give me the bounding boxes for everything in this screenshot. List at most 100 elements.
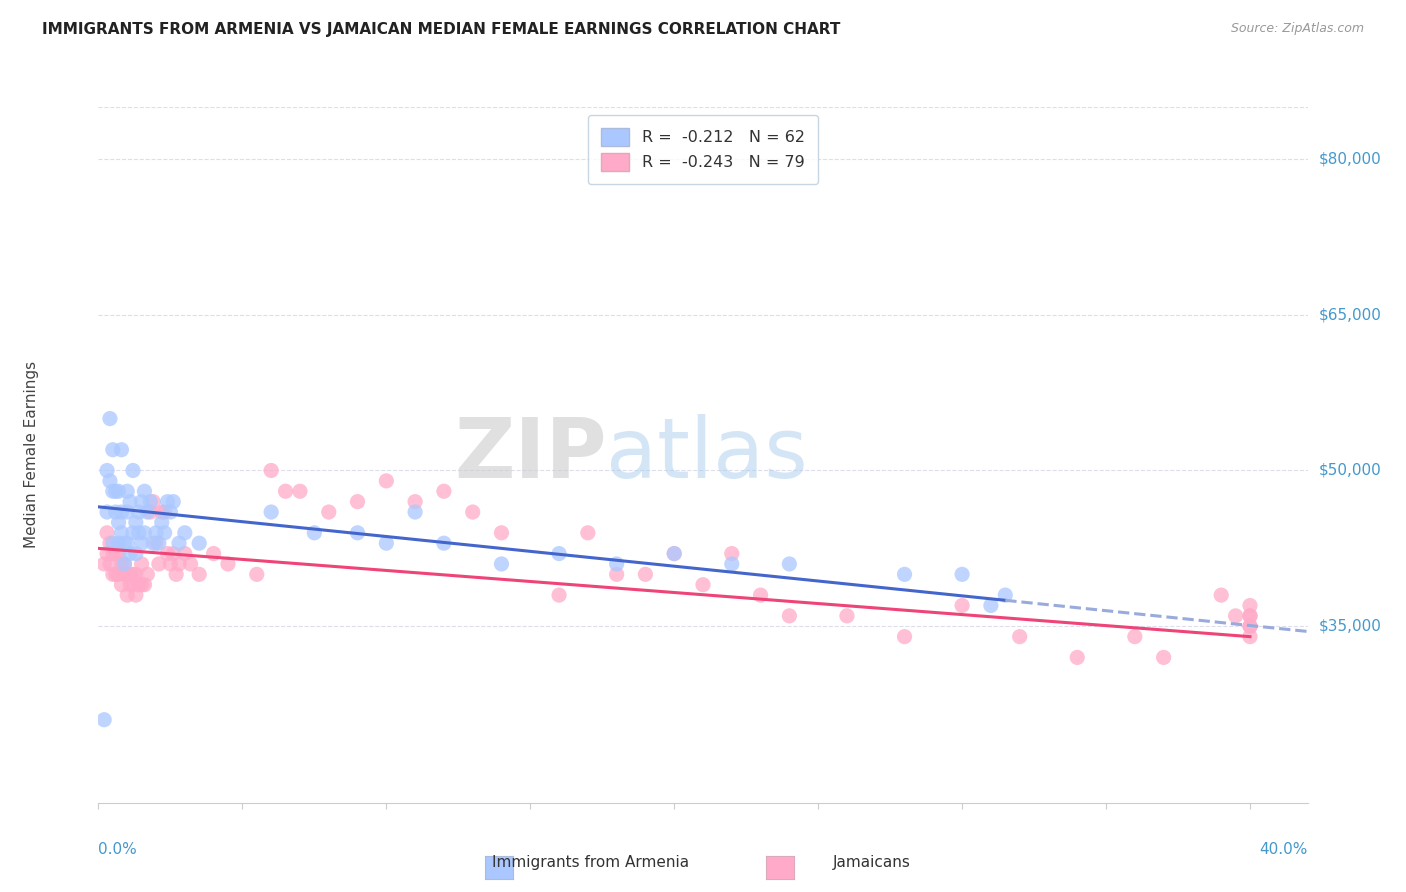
Point xyxy=(950,567,973,582)
Point xyxy=(1239,619,1261,633)
Point xyxy=(159,505,181,519)
Point xyxy=(159,557,181,571)
Point xyxy=(120,567,142,582)
Point xyxy=(112,557,135,571)
Point xyxy=(606,557,628,571)
Point xyxy=(1008,630,1031,644)
Point xyxy=(148,557,170,571)
Point xyxy=(98,474,121,488)
Point xyxy=(115,505,138,519)
Point xyxy=(404,494,426,508)
Point xyxy=(139,494,162,508)
Point xyxy=(107,536,129,550)
Point xyxy=(145,525,167,540)
Text: 40.0%: 40.0% xyxy=(1260,842,1308,856)
Point xyxy=(188,567,211,582)
Point xyxy=(893,630,915,644)
Point xyxy=(162,494,184,508)
Point xyxy=(98,536,121,550)
Point xyxy=(125,516,148,530)
Point xyxy=(101,547,124,561)
Point xyxy=(122,525,145,540)
Point xyxy=(173,525,195,540)
Point xyxy=(1239,619,1261,633)
Point xyxy=(134,525,156,540)
Point xyxy=(1239,608,1261,623)
Point xyxy=(375,536,398,550)
Point xyxy=(606,567,628,582)
Point xyxy=(112,567,135,582)
Text: Source: ZipAtlas.com: Source: ZipAtlas.com xyxy=(1230,22,1364,36)
Point xyxy=(142,536,165,550)
Point xyxy=(101,567,124,582)
Point xyxy=(980,599,1002,613)
Point xyxy=(162,547,184,561)
Point xyxy=(125,547,148,561)
Point xyxy=(375,474,398,488)
Point xyxy=(778,557,800,571)
Point xyxy=(101,442,124,457)
Text: $65,000: $65,000 xyxy=(1319,307,1382,322)
Point xyxy=(125,567,148,582)
Point xyxy=(260,463,283,477)
Point xyxy=(115,567,138,582)
Point xyxy=(720,557,742,571)
Text: Immigrants from Armenia: Immigrants from Armenia xyxy=(492,855,689,870)
Point xyxy=(104,567,127,582)
Point xyxy=(188,536,211,550)
Point xyxy=(134,578,156,592)
Point xyxy=(110,557,132,571)
Point xyxy=(131,578,153,592)
Point xyxy=(167,557,190,571)
Text: Jamaicans: Jamaicans xyxy=(832,855,911,870)
Point xyxy=(180,557,202,571)
Point xyxy=(107,484,129,499)
Point xyxy=(150,505,173,519)
Point xyxy=(1153,650,1175,665)
Point xyxy=(1239,630,1261,644)
Point xyxy=(491,557,513,571)
Point xyxy=(96,463,118,477)
Point xyxy=(217,557,239,571)
Text: $80,000: $80,000 xyxy=(1319,152,1382,167)
Point xyxy=(167,536,190,550)
Point xyxy=(107,547,129,561)
Point xyxy=(112,557,135,571)
Point xyxy=(104,484,127,499)
Point xyxy=(120,578,142,592)
Text: ZIP: ZIP xyxy=(454,415,606,495)
Point xyxy=(96,547,118,561)
Point xyxy=(134,484,156,499)
Point xyxy=(288,484,311,499)
Point xyxy=(125,588,148,602)
Point xyxy=(548,547,571,561)
Point xyxy=(131,494,153,508)
Point xyxy=(101,484,124,499)
Point xyxy=(142,494,165,508)
Point xyxy=(491,525,513,540)
Point xyxy=(720,547,742,561)
Point xyxy=(112,536,135,550)
Point xyxy=(139,505,162,519)
Point xyxy=(950,599,973,613)
Text: atlas: atlas xyxy=(606,415,808,495)
Point xyxy=(664,547,686,561)
Point xyxy=(1239,608,1261,623)
Text: $50,000: $50,000 xyxy=(1319,463,1382,478)
Point xyxy=(346,494,368,508)
Legend: R =  -0.212   N = 62, R =  -0.243   N = 79: R = -0.212 N = 62, R = -0.243 N = 79 xyxy=(588,115,818,184)
Point xyxy=(304,525,326,540)
Point xyxy=(98,411,121,425)
Point xyxy=(148,536,170,550)
Point xyxy=(346,525,368,540)
Point xyxy=(104,547,127,561)
Point xyxy=(260,505,283,519)
Point xyxy=(131,536,153,550)
Point xyxy=(122,463,145,477)
Point xyxy=(128,525,150,540)
Point xyxy=(664,547,686,561)
Point xyxy=(749,588,772,602)
Point xyxy=(93,713,115,727)
Point xyxy=(1211,588,1233,602)
Text: 0.0%: 0.0% xyxy=(98,842,138,856)
